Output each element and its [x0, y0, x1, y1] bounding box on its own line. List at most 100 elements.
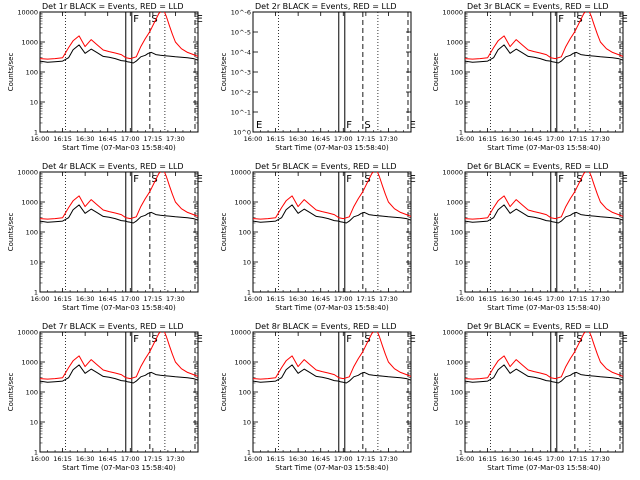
x-tick-label: 17:15 — [143, 295, 162, 303]
y-tick-label: 10^0 — [233, 129, 251, 137]
plot-frame — [39, 171, 199, 293]
y-tick-label: 10^-4 — [231, 49, 251, 57]
series-events-line — [465, 44, 623, 64]
y-tick-label: 1000 — [21, 199, 38, 207]
x-tick-label: 16:15 — [478, 455, 497, 463]
panel-det-7: Det 7r BLACK = Events, RED = LLD 16:00 16:… — [7, 322, 203, 472]
x-tick-label: 16:45 — [523, 135, 542, 143]
y-axis-title: Counts/sec — [7, 373, 15, 412]
marker-letter-f: F — [346, 174, 352, 185]
y-tick-label: 10^-2 — [231, 89, 251, 97]
y-axis-title: Counts/sec — [7, 213, 15, 252]
marker-letter-e: E — [621, 174, 627, 185]
marker-letter-s: S — [576, 174, 582, 185]
y-tick-label: 10000 — [442, 169, 463, 177]
x-axis-title: Start Time (07-Mar-03 15:58:40) — [275, 144, 389, 152]
x-tick-label: 16:15 — [478, 295, 497, 303]
series-group — [40, 332, 198, 384]
x-tick-label: 17:30 — [166, 295, 185, 303]
y-axis-title: Counts/sec — [220, 213, 228, 252]
x-tick-label: 16:00 — [456, 295, 475, 303]
x-tick-label: 16:30 — [76, 295, 95, 303]
x-tick-label: 16:30 — [501, 455, 520, 463]
x-tick-label: 16:30 — [76, 135, 95, 143]
y-tick-label: 10000 — [442, 329, 463, 337]
y-tick-label: 100 — [26, 69, 38, 77]
x-tick-label: 17:30 — [591, 135, 610, 143]
x-axis-title: Start Time (07-Mar-03 15:58:40) — [487, 304, 601, 312]
panel-title: Det 2r BLACK = Events, RED = LLD — [255, 2, 397, 11]
x-tick-label: 17:15 — [143, 455, 162, 463]
x-tick-label: 16:45 — [98, 295, 117, 303]
y-axis-title: Counts/sec — [432, 53, 440, 92]
y-tick-label: 100 — [451, 69, 463, 77]
x-tick-label: 16:45 — [523, 295, 542, 303]
y-tick-label: 10000 — [230, 329, 251, 337]
marker-letter-f: F — [558, 14, 564, 25]
x-tick-label: 16:15 — [53, 135, 72, 143]
x-tick-label: 16:30 — [289, 455, 308, 463]
marker-letter-e: E — [196, 334, 202, 345]
x-tick-label: 17:15 — [568, 455, 587, 463]
x-axis-title: Start Time (07-Mar-03 15:58:40) — [62, 144, 176, 152]
x-axis-title: Start Time (07-Mar-03 15:58:40) — [487, 144, 601, 152]
x-axis-title: Start Time (07-Mar-03 15:58:40) — [62, 464, 176, 472]
y-tick-label: 10 — [30, 419, 38, 427]
x-tick-label: 16:45 — [523, 455, 542, 463]
marker-letter-e: E — [409, 174, 415, 185]
y-axis-title: Counts/sec — [220, 373, 228, 412]
y-axis-title: Counts/sec — [432, 213, 440, 252]
marker-letter-f: F — [558, 174, 564, 185]
y-tick-label: 10000 — [17, 329, 38, 337]
y-tick-label: 100 — [451, 389, 463, 397]
x-axis-title: Start Time (07-Mar-03 15:58:40) — [275, 304, 389, 312]
x-tick-label: 17:15 — [356, 455, 375, 463]
y-tick-label: 1000 — [446, 39, 463, 47]
y-tick-label: 10 — [455, 259, 463, 267]
y-tick-label: 10 — [243, 419, 251, 427]
x-tick-label: 17:15 — [356, 295, 375, 303]
x-tick-label: 16:30 — [501, 295, 520, 303]
x-tick-label: 16:00 — [244, 135, 263, 143]
series-events-line — [40, 44, 198, 64]
y-tick-label: 100 — [26, 389, 38, 397]
x-tick-label: 17:30 — [166, 455, 185, 463]
y-tick-label: 1000 — [446, 359, 463, 367]
series-events-line — [465, 364, 623, 384]
y-tick-label: 1 — [459, 129, 463, 137]
y-axis-title: Counts/sec — [432, 373, 440, 412]
plot-frame — [464, 331, 624, 453]
y-tick-label: 1000 — [234, 199, 251, 207]
marker-letter-e: E — [621, 334, 627, 345]
y-tick-label: 10000 — [230, 169, 251, 177]
series-group — [253, 332, 411, 384]
x-tick-label: 16:00 — [456, 135, 475, 143]
marker-letter-f: F — [558, 334, 564, 345]
x-tick-label: 16:45 — [311, 455, 330, 463]
y-tick-label: 100 — [239, 229, 251, 237]
x-axis-title: Start Time (07-Mar-03 15:58:40) — [275, 464, 389, 472]
y-tick-label: 1000 — [21, 359, 38, 367]
x-tick-label: 16:00 — [31, 455, 50, 463]
panel-title: Det 8r BLACK = Events, RED = LLD — [255, 322, 397, 331]
x-tick-label: 16:30 — [76, 455, 95, 463]
marker-letter-f: F — [133, 14, 139, 25]
y-tick-label: 10 — [30, 99, 38, 107]
x-tick-label: 16:00 — [456, 455, 475, 463]
panel-title: Det 1r BLACK = Events, RED = LLD — [42, 2, 184, 11]
panel-title: Det 7r BLACK = Events, RED = LLD — [42, 322, 184, 331]
panel-title: Det 6r BLACK = Events, RED = LLD — [467, 162, 609, 171]
panel-title: Det 9r BLACK = Events, RED = LLD — [467, 322, 609, 331]
series-lld-line — [253, 172, 411, 220]
x-tick-label: 17:00 — [546, 295, 565, 303]
series-lld-line — [40, 332, 198, 380]
x-tick-label: 17:15 — [568, 135, 587, 143]
y-tick-label: 10000 — [17, 9, 38, 17]
series-lld-line — [40, 172, 198, 220]
x-tick-label: 17:00 — [334, 455, 353, 463]
x-tick-label: 16:30 — [289, 295, 308, 303]
marker-letter-s: S — [364, 120, 370, 131]
